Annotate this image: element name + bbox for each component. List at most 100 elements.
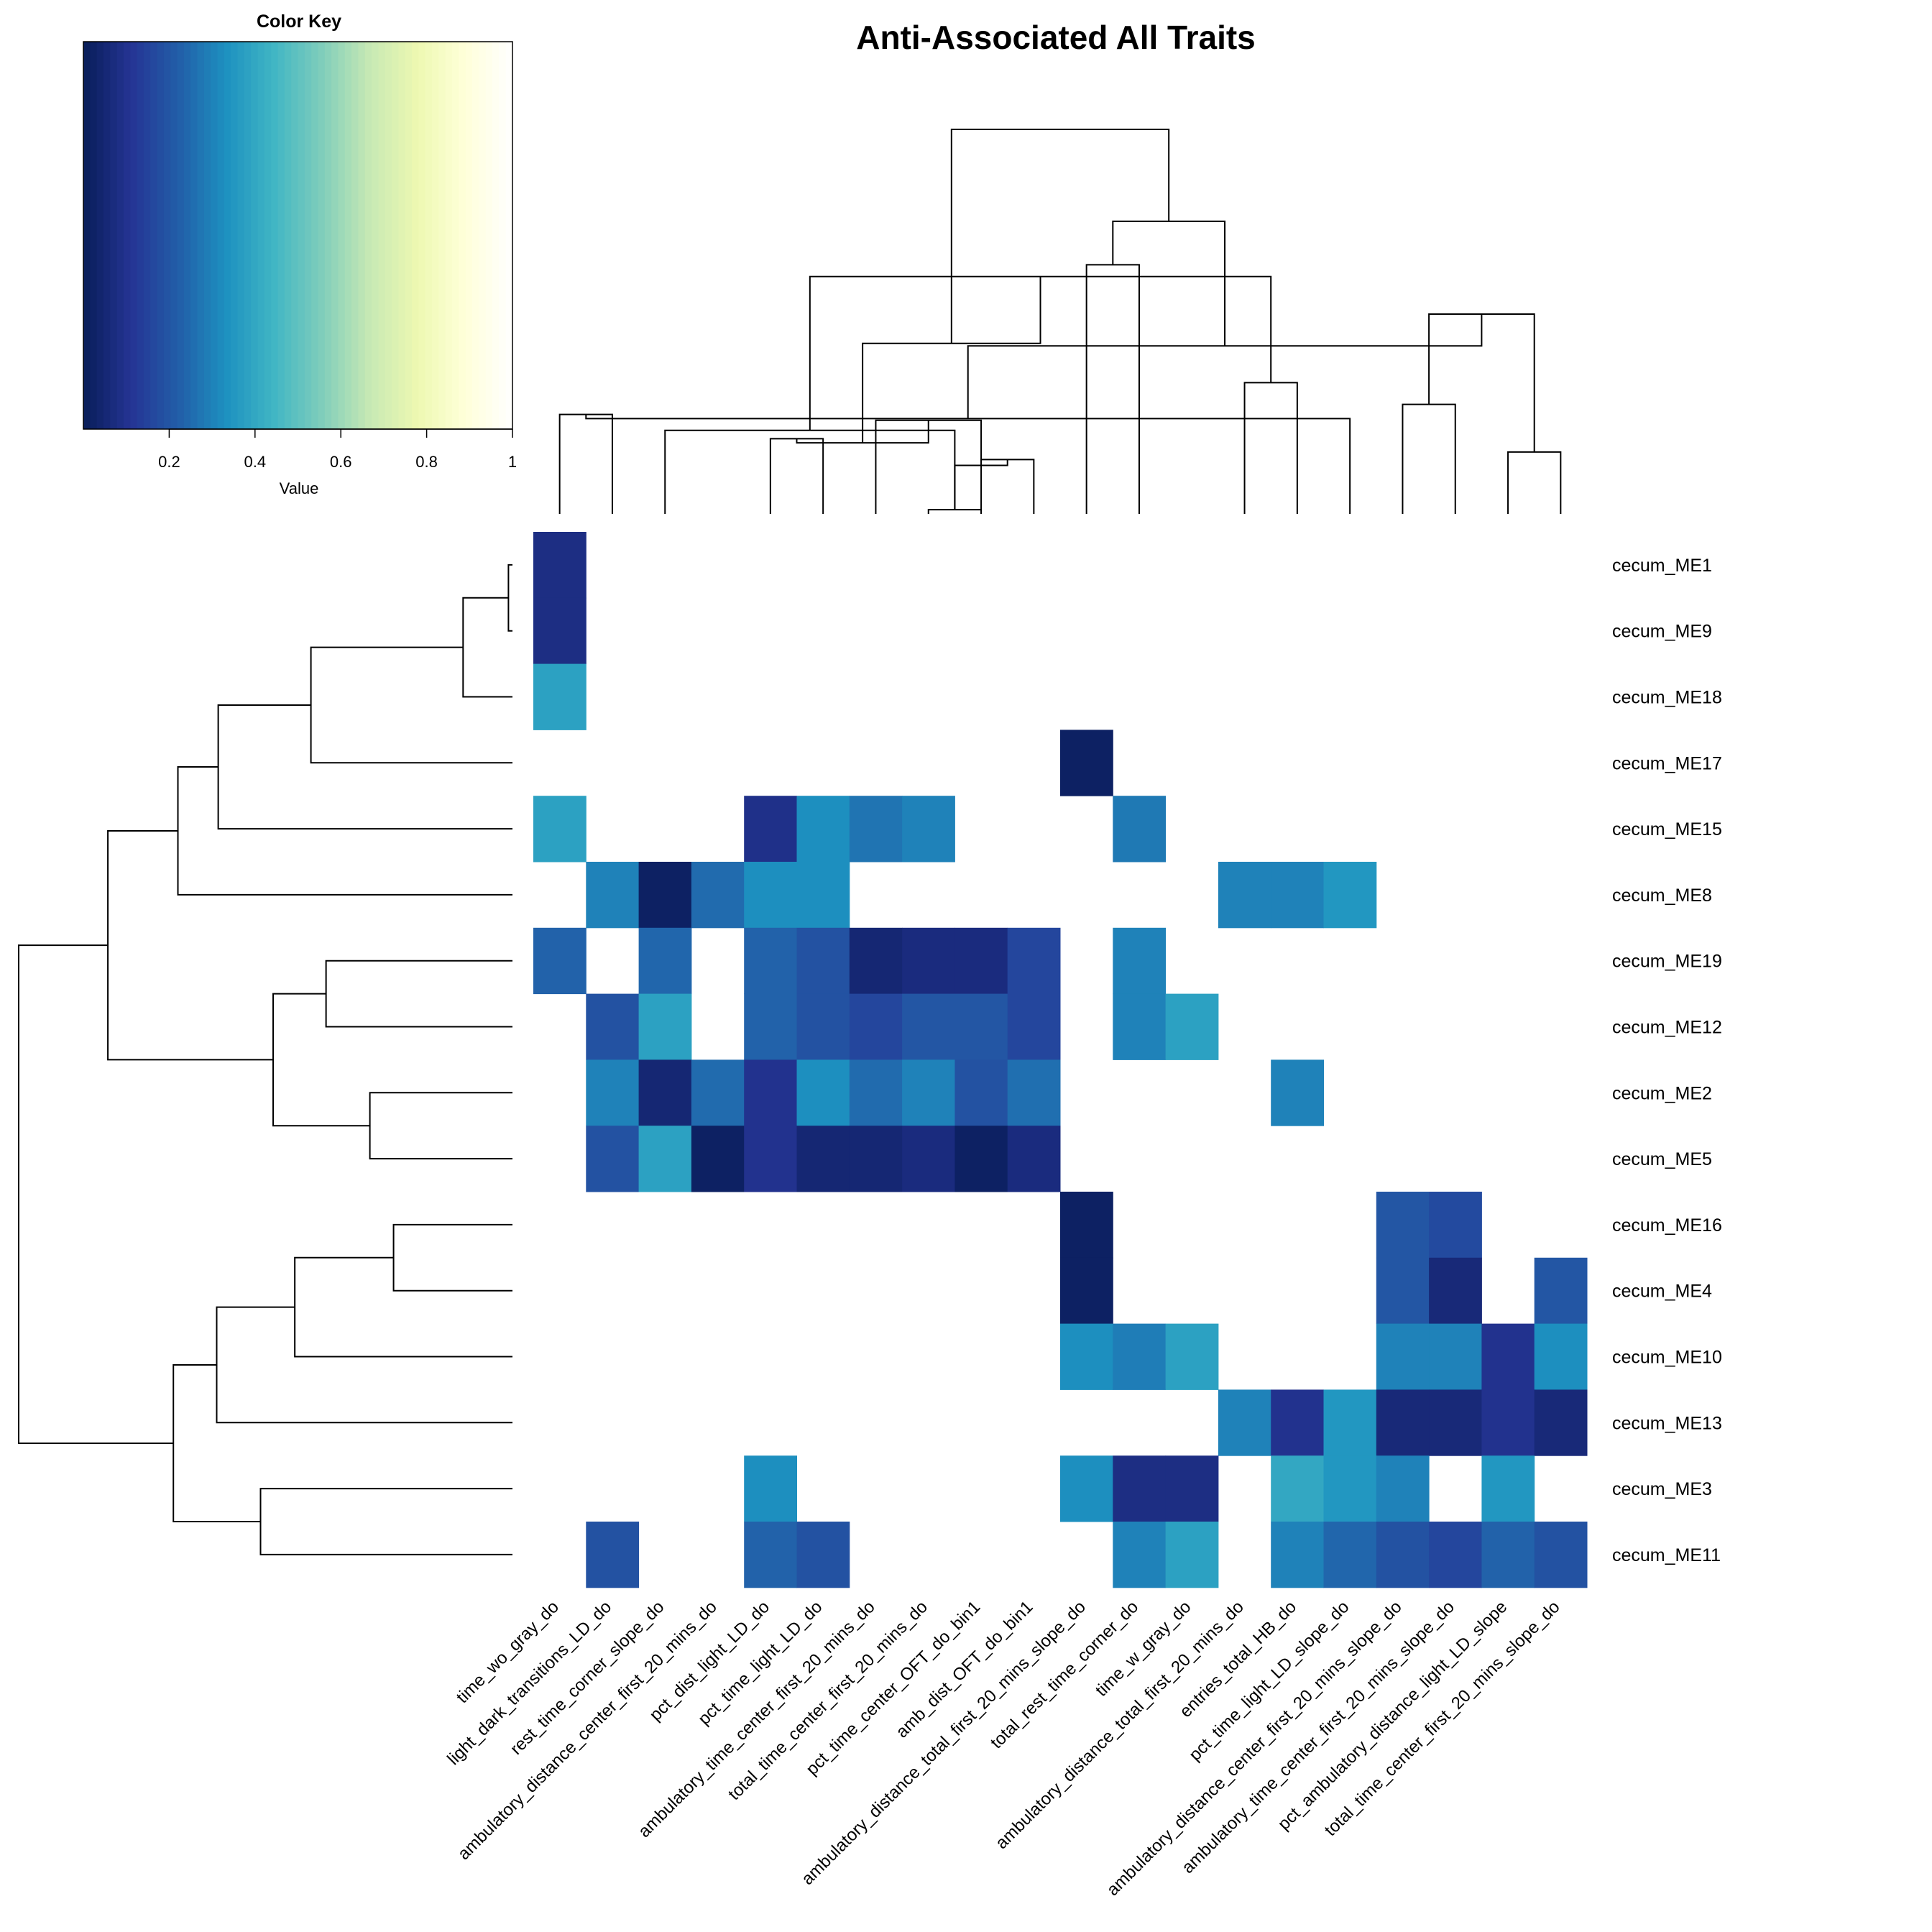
heatmap-cell	[1113, 1455, 1167, 1522]
row-dendrogram-link	[177, 766, 512, 896]
column-dendrogram-link	[664, 429, 956, 514]
heatmap-cell	[796, 993, 850, 1060]
heatmap-cell	[1165, 993, 1219, 1060]
color-key-gradient	[83, 42, 513, 429]
heatmap-cell	[586, 862, 640, 929]
column-dendrogram-link	[1243, 382, 1298, 514]
row-labels: cecum_ME1 cecum_ME9 cecum_ME18 cecum_ME17ce…	[1612, 556, 1722, 1565]
color-key-tick-label: 0.8	[415, 453, 438, 471]
row-dendrogram-link	[107, 829, 274, 1061]
heatmap-cell	[1481, 1522, 1535, 1588]
color-key-block	[271, 42, 279, 429]
color-key-block	[459, 42, 466, 429]
heatmap-cell	[744, 927, 797, 995]
color-key-block	[211, 42, 218, 429]
column-dendrogram-link	[769, 438, 824, 514]
chart-title: Anti-Associated All Traits	[856, 19, 1256, 56]
heatmap-cell	[1481, 1455, 1535, 1522]
color-key-block	[157, 42, 165, 429]
color-key-block	[472, 42, 479, 429]
heatmap-cell	[1376, 1455, 1430, 1522]
color-key-block	[485, 42, 493, 429]
heatmap-cell	[1007, 1059, 1061, 1126]
column-dendrogram-link	[558, 413, 613, 514]
color-key-title: Color Key	[257, 12, 341, 32]
row-dendrogram-link	[462, 597, 512, 698]
color-key-block	[277, 42, 285, 429]
row-dendrogram-link	[369, 1092, 512, 1160]
color-key-block	[244, 42, 252, 429]
heatmap-cell	[796, 1522, 850, 1588]
color-key-block	[143, 42, 151, 429]
heatmap-cell	[1113, 927, 1167, 995]
heatmap-cell	[1218, 1389, 1271, 1456]
heatmap-cell	[586, 1126, 640, 1192]
column-dendrogram-link	[980, 459, 1035, 514]
row-label: cecum_ME9	[1612, 622, 1712, 642]
color-key-block	[479, 42, 487, 429]
heatmap-cell	[1376, 1389, 1430, 1456]
heatmap-cell	[1113, 796, 1167, 862]
heatmap-cells	[533, 532, 1588, 1588]
color-key-block	[385, 42, 392, 429]
heatmap-cell	[1323, 1455, 1377, 1522]
heatmap-cell	[1007, 1126, 1061, 1192]
color-key-block	[338, 42, 346, 429]
heatmap-cell	[1429, 1257, 1482, 1325]
row-dendrogram-link	[259, 1488, 512, 1555]
heatmap-cell	[533, 927, 586, 995]
color-key-block	[237, 42, 245, 429]
heatmap-cell	[744, 993, 797, 1060]
color-key-tick-label: 1	[508, 453, 517, 471]
heatmap-cell	[1323, 862, 1377, 929]
heatmap-cell	[849, 1126, 903, 1192]
color-key-block	[183, 42, 191, 429]
heatmap-cell	[954, 993, 1008, 1060]
heatmap-cell	[744, 796, 797, 862]
color-key-block	[257, 42, 265, 429]
column-dendrogram-link	[875, 419, 983, 514]
heatmap-cell	[1429, 1389, 1482, 1456]
row-label: cecum_ME15	[1612, 819, 1722, 840]
heatmap-cell	[1060, 1257, 1113, 1325]
heatmap-cell	[1007, 993, 1061, 1060]
heatmap-cell	[1534, 1257, 1588, 1325]
column-dendrogram-link	[585, 414, 1351, 514]
heatmap-cell	[1271, 1389, 1324, 1456]
heatmap-cell	[1323, 1522, 1377, 1588]
color-key-block	[130, 42, 138, 429]
heatmap-cell	[796, 796, 850, 862]
heatmap-cell	[586, 1522, 640, 1588]
color-key-block	[170, 42, 178, 429]
row-dendrogram-link	[18, 944, 174, 1444]
heatmap-cell	[744, 1455, 797, 1522]
color-key-block	[331, 42, 339, 429]
heatmap-cell	[1165, 1323, 1219, 1390]
color-key-block	[103, 42, 111, 429]
row-label: cecum_ME2	[1612, 1083, 1712, 1103]
heatmap-cell	[1271, 862, 1324, 929]
heatmap-cell	[691, 862, 745, 929]
color-key-block	[398, 42, 406, 429]
color-key-block	[177, 42, 185, 429]
column-dendrogram-link	[1402, 403, 1456, 514]
heatmap-cell	[1376, 1323, 1430, 1390]
heatmap-cell	[1271, 1522, 1324, 1588]
heatmap-cell	[954, 1126, 1008, 1192]
heatmap-cell	[744, 1059, 797, 1126]
heatmap-cell	[849, 927, 903, 995]
column-label: time_w_gray_do	[1092, 1597, 1195, 1701]
heatmap-cell	[533, 597, 586, 665]
row-label: cecum_ME4	[1612, 1282, 1712, 1302]
color-key-block	[311, 42, 319, 429]
heatmap-cell	[954, 927, 1008, 995]
row-dendrogram-link	[325, 960, 512, 1028]
color-key-axis: 0.2 0.4 0.6 0.8 1	[158, 428, 517, 471]
heatmap-cell	[691, 1126, 745, 1192]
color-key-block	[90, 42, 98, 429]
color-key-block	[438, 42, 446, 429]
heatmap-cell	[796, 927, 850, 995]
color-key-block	[217, 42, 225, 429]
row-dendrogram-link	[216, 1306, 512, 1424]
